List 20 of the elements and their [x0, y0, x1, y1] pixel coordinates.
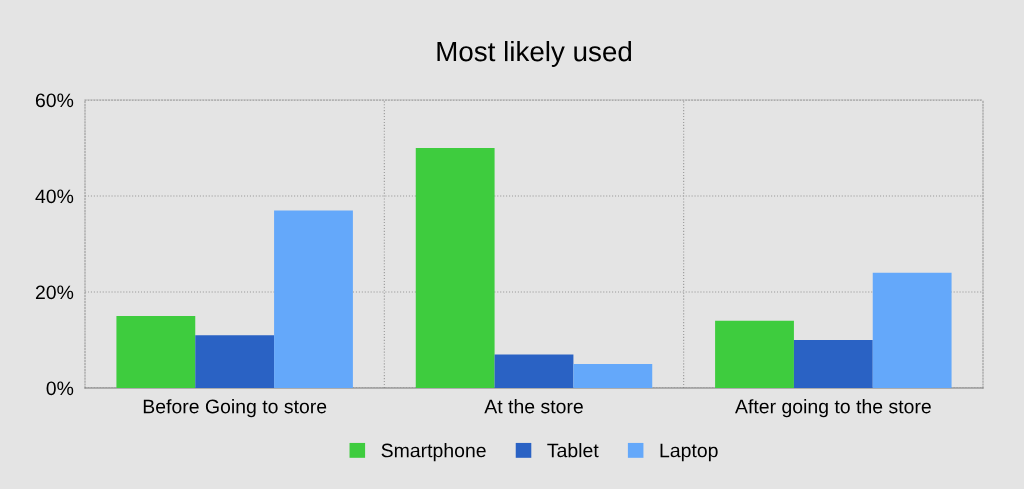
x-tick-label: After going to the store	[735, 399, 931, 418]
y-tick-label: 40%	[35, 189, 74, 204]
bar	[872, 272, 952, 388]
legend-label: Laptop	[660, 443, 718, 462]
y-tick-label: 0%	[46, 381, 74, 396]
bar	[715, 320, 794, 388]
bar	[573, 364, 653, 388]
bar	[116, 316, 196, 388]
chart-title: Most likely used	[437, 40, 632, 67]
bar	[274, 210, 353, 388]
y-tick-label: 20%	[35, 285, 74, 300]
x-tick-label: Before Going to store	[143, 399, 327, 418]
x-tick-label: At the store	[484, 399, 583, 414]
bar	[195, 335, 275, 388]
legend-label: Smartphone	[381, 443, 486, 462]
bar	[793, 340, 873, 388]
bar	[415, 148, 495, 388]
legend-label: Tablet	[547, 443, 599, 458]
y-tick-label: 60%	[35, 93, 74, 108]
bar	[494, 354, 574, 388]
